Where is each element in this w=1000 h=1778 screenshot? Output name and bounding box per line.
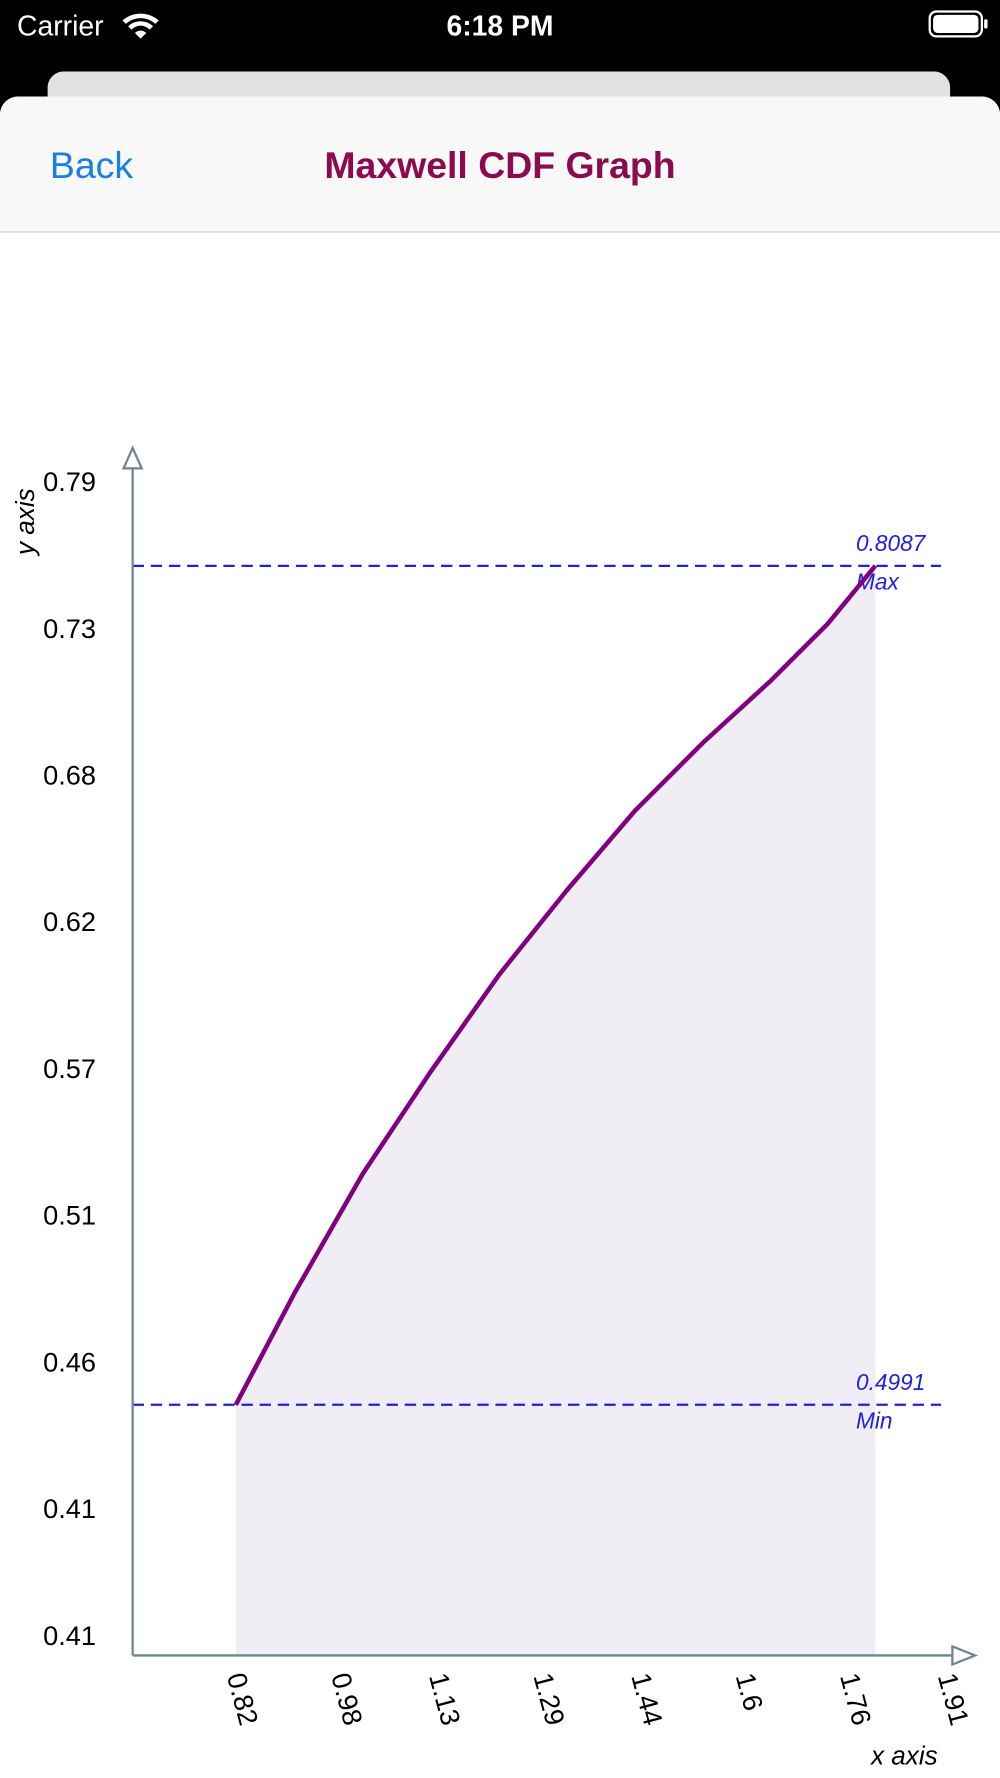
y-tick-label: 0.46 — [43, 1346, 96, 1377]
y-axis-arrow — [121, 445, 144, 470]
y-tick-label: 0.41 — [43, 1493, 96, 1524]
y-tick-label: 0.73 — [43, 613, 96, 644]
clock: 6:18 PM — [446, 10, 553, 42]
nav-bar — [0, 96, 1000, 232]
reference-value: 0.4991 — [856, 1369, 925, 1395]
y-tick-label: 0.62 — [43, 906, 96, 937]
back-button[interactable]: Back — [50, 144, 133, 186]
curve — [233, 564, 878, 1406]
wifi-icon — [122, 13, 159, 39]
y-tick-label: 0.51 — [43, 1200, 96, 1231]
y-tick-label: 0.41 — [43, 1620, 96, 1651]
battery-icon — [928, 10, 988, 38]
nav-title: Maxwell CDF Graph — [324, 144, 675, 186]
reference-value: 0.8087 — [856, 530, 927, 556]
reference-label: Min — [856, 1408, 893, 1434]
y-axis-label: y axis — [10, 488, 40, 557]
y-tick-label: 0.57 — [43, 1053, 96, 1084]
chart: 0.8087Max0.4991Min0.790.730.680.620.570.… — [10, 445, 979, 1770]
x-axis-arrow — [951, 1644, 979, 1667]
y-tick-label: 0.79 — [43, 466, 96, 497]
x-axis-label: x axis — [869, 1740, 938, 1770]
carrier: Carrier — [17, 10, 104, 42]
area-fill — [235, 565, 876, 1656]
y-tick-label: 0.68 — [43, 759, 96, 790]
